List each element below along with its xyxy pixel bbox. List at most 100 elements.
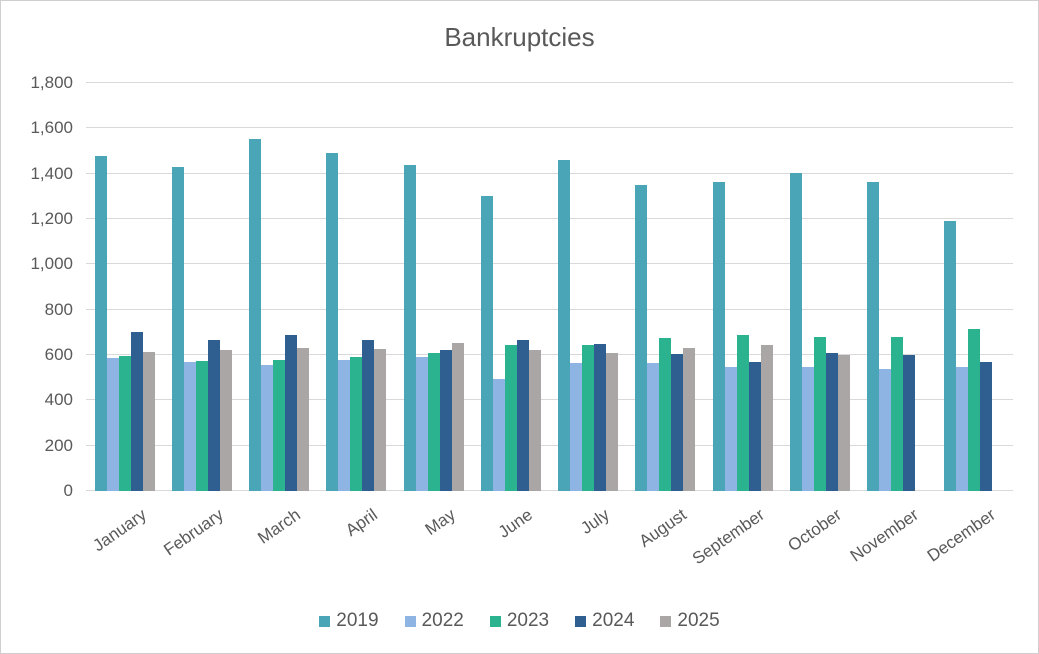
gridline-400: [86, 399, 1013, 401]
bar-2024-december: [980, 361, 993, 491]
bar-2022-may: [415, 357, 428, 491]
gridline-600: [86, 354, 1013, 355]
legend-swatch-icon: [660, 615, 672, 627]
gridline-1800: [86, 82, 1013, 83]
bar-2025-april: [374, 349, 387, 491]
bars: [326, 83, 387, 491]
bar-2023-november: [891, 336, 904, 491]
bar-2023-july: [582, 344, 595, 491]
chart-title: Bankruptcies: [444, 22, 595, 52]
bars: [867, 83, 927, 491]
bar-2022-november: [879, 368, 892, 491]
bar-group-january: [86, 83, 163, 491]
bar-2023-january: [118, 356, 131, 491]
y-tick-label: 400: [44, 390, 73, 410]
x-tick-label-april: April: [342, 505, 382, 541]
bar-2025-january: [142, 351, 155, 491]
bar-2022-october: [801, 367, 814, 491]
x-axis-labels: January February March April May June July Augu…: [86, 495, 1013, 595]
legend-label: 2019: [336, 610, 379, 631]
legend: 2019 2022 2023 2024 2025: [1, 607, 1038, 635]
bar-2022-january: [106, 358, 119, 491]
y-tick-label: 600: [44, 345, 73, 364]
bar-2019-march: [249, 138, 262, 491]
bar-2019-april: [326, 153, 339, 491]
bar-2019-february: [171, 166, 184, 491]
x-tick-label-february: February: [160, 505, 227, 560]
gridline-1200: [86, 218, 1013, 219]
bar-2025-september: [760, 344, 773, 491]
y-tick-label: 1,000: [30, 254, 73, 274]
legend-swatch-icon: [404, 615, 416, 627]
legend-label: 2024: [592, 610, 635, 631]
bar-2024-september: [748, 361, 761, 491]
bar-2023-december: [968, 328, 981, 491]
bar-2019-october: [789, 172, 802, 491]
bar-2024-march: [285, 334, 298, 491]
x-tick-label-august: August: [636, 505, 691, 551]
bar-group-october: [781, 83, 858, 491]
y-axis-labels: 0 200 400 600 800 1,000 1,200 1,400 1,600 1,800: [1, 74, 73, 500]
bars: [249, 83, 310, 491]
x-tick-label-july: July: [577, 505, 614, 538]
bar-group-june: [472, 83, 549, 491]
gridline-1400: [86, 172, 1013, 174]
x-tick-label-march: March: [254, 505, 305, 548]
bar-group-february: [163, 83, 240, 491]
x-tick-label-may: May: [421, 505, 459, 539]
y-tick-label: 1,200: [30, 209, 73, 228]
bars: [171, 83, 232, 491]
gridline-0: [86, 490, 1013, 491]
bars: [635, 83, 696, 491]
gridline-1000: [86, 263, 1013, 265]
bar-2024-january: [130, 332, 143, 491]
gridline-200: [86, 444, 1013, 446]
x-tick-label-december: December: [924, 505, 1000, 566]
legend-swatch-icon: [575, 615, 587, 627]
y-tick-label: 200: [44, 435, 73, 455]
bar-group-july: [550, 83, 627, 491]
bar-2022-july: [570, 362, 583, 491]
bar-2024-april: [362, 340, 375, 491]
bar-2025-october: [837, 355, 850, 491]
bar-2019-june: [480, 196, 493, 491]
x-tick-label-october: October: [784, 505, 845, 556]
bar-2023-april: [350, 357, 363, 491]
bar-2019-november: [867, 181, 880, 491]
bar-2025-march: [297, 348, 310, 491]
bar-group-august: [627, 83, 704, 491]
bar-2019-december: [944, 221, 957, 491]
legend-label: 2023: [506, 610, 550, 631]
y-tick-label: 1,600: [30, 118, 73, 138]
legend-item-2019: 2019: [319, 610, 379, 632]
bar-2023-october: [813, 336, 826, 491]
bar-group-september: [704, 83, 781, 491]
bar-group-march: [241, 83, 318, 491]
legend-label: 2022: [421, 610, 464, 631]
bar-2024-may: [439, 350, 452, 491]
legend-swatch-icon: [489, 615, 501, 627]
x-tick-label-november: November: [846, 505, 923, 566]
bars: [480, 83, 541, 491]
bar-2019-september: [712, 181, 725, 491]
bars: [712, 83, 773, 491]
bar-2022-march: [261, 365, 274, 491]
bar-2025-july: [606, 352, 619, 491]
bar-groups: [86, 83, 1013, 491]
bar-2023-june: [504, 344, 517, 491]
y-tick-label: 800: [44, 299, 73, 319]
bar-2022-december: [956, 367, 969, 491]
bar-group-december: [936, 83, 1013, 491]
bar-2024-july: [594, 343, 607, 491]
bar-2019-january: [94, 155, 107, 491]
bar-group-april: [318, 83, 395, 491]
bar-2025-august: [683, 348, 696, 491]
bar-2022-august: [647, 362, 660, 491]
bars: [558, 83, 619, 491]
bar-2022-june: [492, 378, 505, 491]
bar-2023-august: [659, 338, 672, 491]
x-tick-label-january: January: [89, 505, 150, 556]
x-tick-label-september: September: [688, 505, 768, 569]
bar-2024-february: [207, 340, 220, 491]
